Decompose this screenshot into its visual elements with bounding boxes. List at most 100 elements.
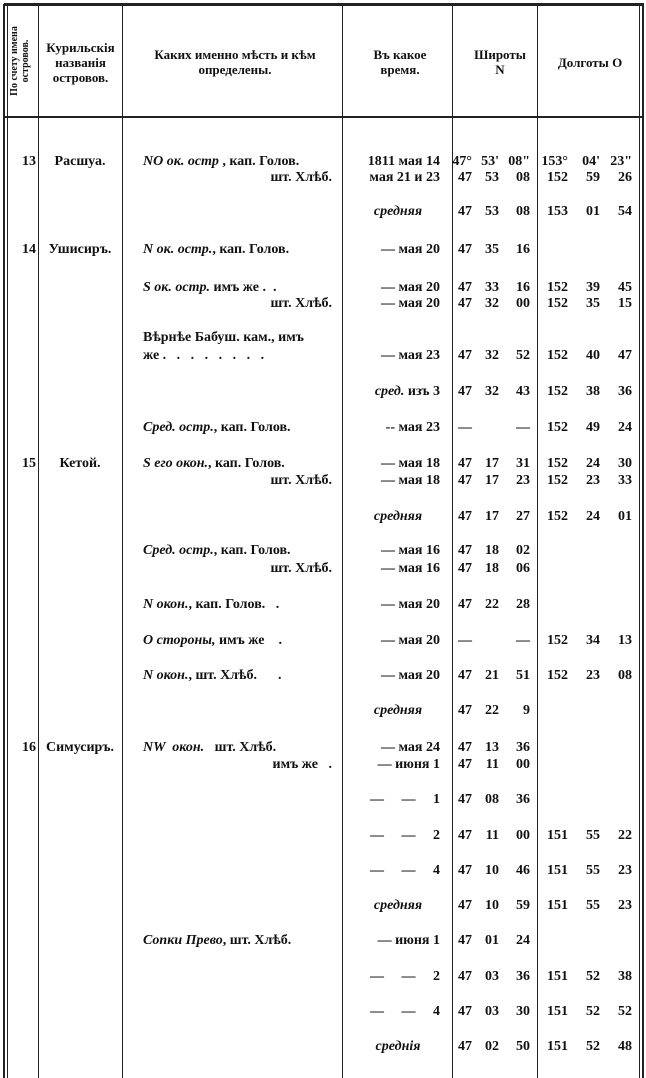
latitude-seconds: 36: [516, 792, 530, 807]
mean-label: сред.: [374, 384, 405, 399]
longitude-seconds: 01: [618, 509, 632, 524]
latitude-minutes: 32: [485, 348, 499, 363]
observation-time: — мая 24: [346, 740, 440, 756]
latitude-seconds: 16: [516, 280, 530, 295]
longitude-degrees: 151: [547, 969, 568, 984]
place-text: , кап. Голов.: [212, 242, 290, 257]
observation-time: — — 4: [346, 863, 440, 879]
longitude-seconds: 08: [618, 668, 632, 683]
latitude-degrees: 47: [458, 348, 472, 363]
mean-label: средняя: [373, 204, 423, 219]
date-text: — мая 16: [380, 543, 440, 558]
latitude-seconds: 08: [516, 170, 530, 185]
place-text: имъ же . .: [210, 280, 277, 295]
latitude-seconds: 23: [516, 473, 530, 488]
latitude-seconds: 00: [516, 828, 530, 843]
latitude-degrees: 47: [458, 898, 472, 913]
observation-time: — мая 20: [346, 296, 440, 312]
observation-time: — — 4: [346, 1004, 440, 1020]
place-italic: Сред. остр.: [143, 543, 214, 558]
header-latitude: Широты N: [474, 47, 526, 77]
latitude-degrees: 47: [458, 384, 472, 399]
place-text: , кап. Голов.: [218, 154, 300, 169]
observation-time: средняя: [350, 204, 446, 220]
longitude-degrees: 152: [547, 456, 568, 471]
latitude-seconds: 9: [523, 703, 530, 718]
latitude-seconds: 24: [516, 933, 530, 948]
latitude-degrees: 47: [458, 828, 472, 843]
date-text: мая 21 и 23: [369, 170, 440, 185]
col-divider: [122, 4, 123, 1078]
date-text: — июня 1: [377, 933, 440, 948]
longitude-minutes: 39: [586, 280, 600, 295]
place-italic: NO ок. остр: [143, 154, 219, 169]
place-italic: S ок. остр.: [143, 280, 210, 295]
longitude-minutes: 55: [586, 828, 600, 843]
observation-time: — мая 20: [346, 668, 440, 684]
observation-place: N окон., шт. Хлѣб. .: [143, 668, 332, 684]
longitude-seconds: 45: [618, 280, 632, 295]
top-rule: [4, 3, 644, 6]
longitude-degrees: 152: [547, 509, 568, 524]
latitude-degrees: 47: [458, 456, 472, 471]
longitude-minutes: 55: [586, 863, 600, 878]
longitude-minutes: 40: [586, 348, 600, 363]
latitude-degrees: 47: [458, 703, 472, 718]
place-text: шт. Хлѣб.: [270, 561, 332, 576]
longitude-minutes: 34: [586, 633, 600, 648]
header-island-name: Курильскія названія островов.: [46, 39, 115, 85]
longitude-seconds: 13: [618, 633, 632, 648]
longitude-minutes: 52: [586, 1004, 600, 1019]
longitude-degrees: 151: [547, 828, 568, 843]
place-italic: N ок. остр.: [143, 242, 213, 257]
longitude-minutes: 35: [586, 296, 600, 311]
place-text: , шт. Хлѣб.: [222, 933, 292, 948]
latitude-degrees: —: [458, 420, 472, 435]
longitude-degrees: 151: [547, 863, 568, 878]
observation-place: Сред. остр., кап. Голов.: [143, 420, 332, 436]
observation-time: — мая 16: [346, 561, 440, 577]
longitude-degrees: 152: [547, 170, 568, 185]
latitude-minutes: 53: [485, 170, 499, 185]
latitude-minutes: 35: [485, 242, 499, 257]
date-text: — мая 24: [380, 740, 440, 755]
latitude-degrees: 47: [458, 204, 472, 219]
longitude-degrees: 151: [547, 1039, 568, 1054]
longitude-seconds: 23: [618, 863, 632, 878]
latitude-degrees: —: [458, 633, 472, 648]
place-text: , кап. Голов.: [208, 456, 285, 471]
observation-place: Сопки Прево, шт. Хлѣб.: [143, 933, 332, 949]
header-rule: [4, 116, 644, 118]
observation-place: S ок. остр. имъ же . .: [143, 280, 332, 296]
latitude-degrees: 47: [458, 969, 472, 984]
header-place: Каких именно мѣсть и кѣм определены.: [154, 47, 316, 77]
latitude-degrees: 47: [458, 561, 472, 576]
date-text: — июня 1: [377, 757, 440, 772]
place-italic: Сред. остр.: [143, 420, 214, 435]
col-divider: [342, 4, 343, 1078]
latitude-degrees: 47: [458, 473, 472, 488]
longitude-degrees: 153°: [541, 154, 568, 169]
latitude-degrees: 47°: [452, 154, 472, 169]
observation-place: O стороны, имъ же .: [143, 633, 332, 649]
latitude-minutes: 13: [485, 740, 499, 755]
date-text: — мая 20: [380, 597, 440, 612]
latitude-seconds: 46: [516, 863, 530, 878]
island-number: 15: [22, 456, 36, 471]
place-text: имъ же .: [215, 633, 282, 648]
longitude-seconds: 22: [618, 828, 632, 843]
header-number: По счету имена островов.: [9, 26, 31, 96]
place-text: же . . . . . . . .: [143, 348, 265, 363]
longitude-seconds: 24: [618, 420, 632, 435]
observation-time: — мая 18: [346, 473, 440, 489]
place-text: , кап. Голов. .: [188, 597, 280, 612]
longitude-degrees: 151: [547, 1004, 568, 1019]
longitude-seconds: 23": [610, 154, 632, 169]
latitude-minutes: 32: [485, 296, 499, 311]
observation-place: NO ок. остр , кап. Голов.: [143, 154, 332, 170]
observation-place: Вѣрнѣе Бабуш. кам., имъ: [143, 330, 332, 346]
longitude-degrees: 151: [547, 898, 568, 913]
right-border-inner: [639, 4, 640, 1078]
observation-time: — мая 23: [346, 348, 440, 364]
observation-place: шт. Хлѣб.: [143, 296, 332, 312]
